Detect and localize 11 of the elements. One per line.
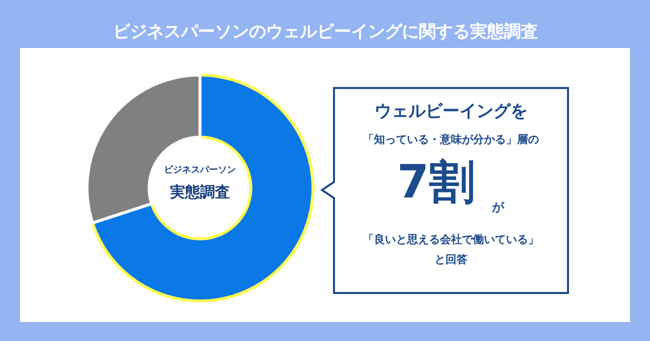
text: が	[491, 200, 505, 214]
text: ビジネスパーソン	[164, 164, 236, 176]
text: ウェルビーイングを	[374, 101, 528, 122]
text: 「良いと思える会社で働いている」	[363, 232, 539, 246]
donut-slice	[86, 74, 202, 224]
text: 7割	[396, 154, 476, 208]
donut-slice	[91, 74, 314, 302]
chart-title: ビジネスパーソンのウェルビーイングに関する実態調査	[113, 22, 538, 42]
text: 実態調査	[169, 182, 230, 201]
text: 「知っている・意味が分かる」層の	[363, 132, 539, 146]
text: と回答	[434, 252, 468, 266]
